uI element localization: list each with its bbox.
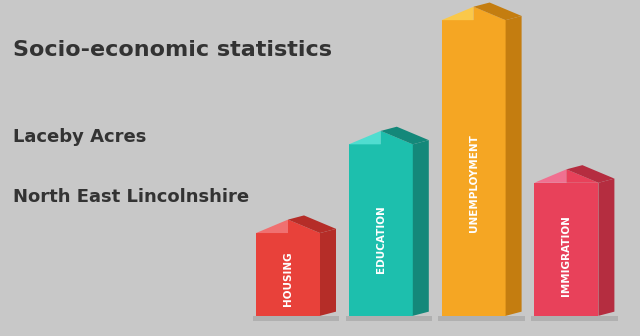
- Polygon shape: [381, 131, 413, 144]
- Polygon shape: [253, 316, 339, 321]
- Text: UNEMPLOYMENT: UNEMPLOYMENT: [468, 134, 479, 232]
- Polygon shape: [474, 7, 506, 20]
- Polygon shape: [534, 183, 598, 316]
- Polygon shape: [438, 316, 525, 321]
- Polygon shape: [442, 7, 474, 20]
- Text: Socio-economic statistics: Socio-economic statistics: [13, 40, 332, 60]
- Polygon shape: [320, 229, 336, 316]
- Polygon shape: [598, 179, 614, 316]
- Polygon shape: [534, 169, 566, 183]
- Polygon shape: [346, 316, 432, 321]
- Polygon shape: [256, 220, 288, 233]
- Polygon shape: [288, 220, 320, 233]
- Text: EDUCATION: EDUCATION: [376, 205, 386, 272]
- Polygon shape: [349, 131, 381, 144]
- Polygon shape: [442, 20, 506, 316]
- Text: North East Lincolnshire: North East Lincolnshire: [13, 188, 249, 206]
- Polygon shape: [349, 144, 413, 316]
- Text: IMMIGRATION: IMMIGRATION: [561, 215, 572, 296]
- Polygon shape: [506, 16, 522, 316]
- Polygon shape: [413, 140, 429, 316]
- Polygon shape: [381, 127, 429, 144]
- Text: Laceby Acres: Laceby Acres: [13, 128, 146, 146]
- Polygon shape: [531, 316, 618, 321]
- Text: HOUSING: HOUSING: [283, 251, 293, 306]
- Polygon shape: [256, 233, 320, 316]
- Polygon shape: [566, 165, 614, 183]
- Polygon shape: [288, 215, 336, 233]
- Polygon shape: [566, 169, 598, 183]
- Polygon shape: [474, 3, 522, 20]
